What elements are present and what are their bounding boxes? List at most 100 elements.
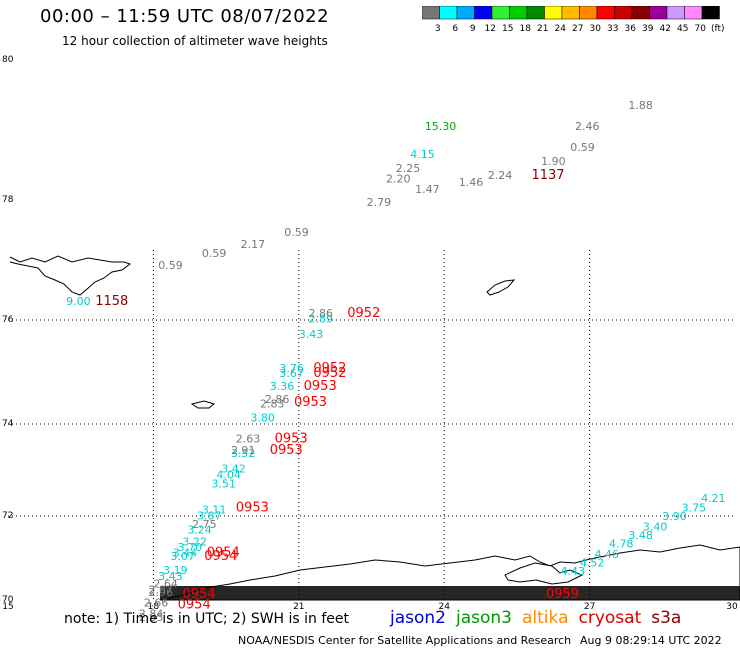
wave-height-value: 2.91: [231, 444, 256, 457]
wave-height-value: 3.07: [170, 550, 195, 563]
wave-height-value: 2.84: [139, 608, 164, 621]
lat-tick-label: 72: [2, 511, 13, 521]
wave-height-value: 2.86: [265, 393, 290, 406]
lat-tick-label: 70: [2, 595, 14, 605]
wave-height-value: 2.24: [488, 169, 513, 182]
colorbar-label: 15: [502, 24, 513, 34]
colorbar-label: 9: [470, 24, 476, 34]
pass-time-label: 0954: [207, 546, 240, 561]
lon-tick-label: 27: [584, 602, 595, 612]
wave-height-value: 0.59: [158, 259, 183, 272]
wave-height-value: 0.59: [570, 141, 595, 154]
wave-height-value: 3.51: [212, 477, 237, 490]
wave-height-value: 2.86: [308, 307, 333, 320]
credit-line: NOAA/NESDIS Center for Satellite Applica…: [238, 634, 572, 647]
pass-time-label: 0954: [178, 597, 211, 612]
colorbar-label: 21: [537, 24, 548, 34]
wave-height-value: 2.75: [192, 518, 217, 531]
wave-height-value: 2.64: [153, 577, 178, 590]
wave-height-value: 2.97: [149, 584, 174, 597]
pass-time-label: 1137: [531, 168, 564, 183]
svalbard-south-coast: [9, 255, 132, 296]
wave-height-value: 3.90: [662, 510, 687, 523]
pass-time-label: 0952: [313, 366, 346, 381]
wave-height-value: 2.66: [144, 596, 169, 609]
colorbar-label: 6: [452, 24, 458, 34]
pass-time-label: 0954: [182, 587, 215, 602]
lat-tick-label: 76: [2, 315, 14, 325]
norway-coast: [159, 544, 740, 601]
mission-legend-entry: jason2: [390, 608, 446, 628]
wave-height-value: 3.24: [187, 524, 212, 537]
footer-note: note: 1) Time is in UTC; 2) SWH is in fe…: [64, 611, 350, 627]
wave-height-value: 1.88: [628, 99, 653, 112]
wave-height-value: 9.00: [66, 295, 91, 308]
wave-height-value: 3.22: [182, 535, 207, 548]
pass-time-label: 0953: [294, 395, 327, 410]
colorbar-swatch: [701, 6, 720, 20]
page-subtitle: 12 hour collection of altimeter wave hei…: [62, 34, 328, 48]
lon-tick-label: 15: [2, 602, 13, 612]
wave-height-value: 3.43: [158, 570, 183, 583]
edgeoya-island: [486, 279, 516, 296]
colorbar-label: 27: [572, 24, 583, 34]
lat-tick-label: 80: [2, 55, 14, 65]
wave-height-value: 2.89: [308, 313, 333, 326]
wave-height-value: 3.43: [299, 328, 324, 341]
lat-tick-label: 74: [2, 419, 14, 429]
wave-height-value: 3.75: [682, 501, 707, 514]
wave-height-value: 2.20: [386, 173, 411, 186]
colorbar-label: 30: [590, 24, 602, 34]
colorbar-legend: 3 6 9 12 15 18 21 24 27 30 33 36 39 42 45 70 (ft): [422, 6, 725, 34]
wave-height-value: 3.48: [628, 529, 653, 542]
lon-tick-label: 18: [148, 602, 160, 612]
timestamp: Aug 9 08:29:14 UTC 2022: [580, 634, 722, 647]
wave-height-value: 2.17: [241, 238, 266, 251]
pass-time-label: 0959: [546, 587, 579, 602]
pass-time-label: 0953: [270, 443, 303, 458]
pass-time-label: 1158: [95, 294, 128, 309]
mission-legend: jason2 jason3 altika cryosat s3a: [390, 608, 691, 628]
colorbar-label: 33: [607, 24, 618, 34]
wave-height-value: 1.90: [541, 155, 566, 168]
lon-tick-label: 24: [438, 602, 450, 612]
colorbar-label: 36: [625, 24, 637, 34]
wave-height-value: 2.79: [367, 196, 392, 209]
wave-height-value: 3.19: [163, 564, 188, 577]
wave-height-value: 3.76: [279, 362, 304, 375]
wave-height-value: 2.25: [396, 162, 421, 175]
wave-height-value: 3.52: [231, 447, 256, 460]
coastlines: [9, 255, 740, 601]
wave-height-value: 2.85: [139, 611, 164, 624]
wave-height-value: 2.63: [236, 432, 261, 445]
wave-height-value: 3.36: [270, 380, 295, 393]
colorbar-label: 45: [677, 24, 688, 34]
wave-height-value: 2.46: [575, 120, 600, 133]
wave-height-value: 1.47: [415, 183, 440, 196]
wave-height-value: 4.04: [216, 468, 241, 481]
lon-tick-label: 30: [726, 602, 738, 612]
mission-legend-entry: jason3: [456, 608, 512, 628]
wave-height-value: 4.52: [580, 556, 605, 569]
colorbar-label: 12: [485, 24, 496, 34]
wave-height-value: 4.43: [561, 565, 586, 578]
colorbar-label: 24: [555, 24, 567, 34]
colorbar-label: (ft): [711, 24, 725, 34]
wave-height-value: 3.70: [178, 541, 203, 554]
pass-time-label: 0953: [236, 500, 269, 515]
colorbar-label: 70: [695, 24, 707, 34]
lon-tick-label: 21: [293, 602, 304, 612]
pass-time-label: 0952: [347, 306, 380, 321]
wave-height-value: 2.96: [149, 586, 174, 599]
wave-height-value: 3.87: [197, 509, 222, 522]
lat-tick-label: 78: [2, 195, 14, 205]
wave-height-value: 3.44: [173, 547, 198, 560]
finnmark-peninsula: [504, 562, 584, 585]
land-fill: [160, 586, 740, 600]
wave-height-value: 4.78: [609, 538, 634, 551]
colorbar-label: 18: [520, 24, 532, 34]
colorbar-label: 39: [642, 24, 654, 34]
colorbar-label: 42: [660, 24, 671, 34]
